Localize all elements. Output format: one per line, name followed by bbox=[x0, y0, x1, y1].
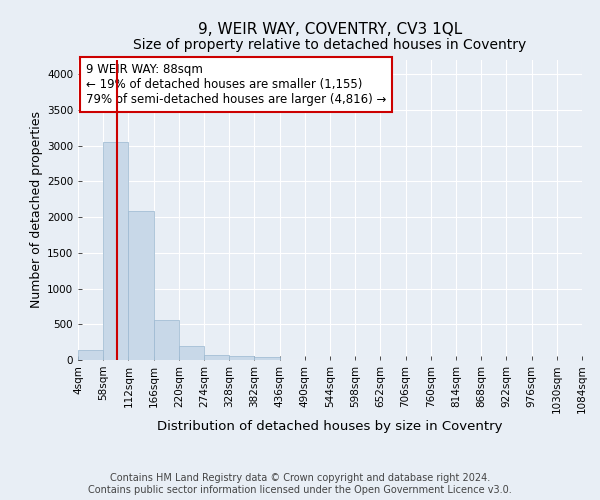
Bar bbox=[154, 320, 179, 360]
Bar bbox=[229, 356, 254, 360]
Bar bbox=[179, 346, 204, 360]
Bar bbox=[103, 142, 128, 360]
Text: 9 WEIR WAY: 88sqm
← 19% of detached houses are smaller (1,155)
79% of semi-detac: 9 WEIR WAY: 88sqm ← 19% of detached hous… bbox=[86, 63, 386, 106]
Text: Contains HM Land Registry data © Crown copyright and database right 2024.
Contai: Contains HM Land Registry data © Crown c… bbox=[88, 474, 512, 495]
Y-axis label: Number of detached properties: Number of detached properties bbox=[30, 112, 43, 308]
Text: Size of property relative to detached houses in Coventry: Size of property relative to detached ho… bbox=[133, 38, 527, 52]
Bar bbox=[254, 357, 280, 360]
Bar bbox=[78, 350, 103, 360]
X-axis label: Distribution of detached houses by size in Coventry: Distribution of detached houses by size … bbox=[157, 420, 503, 434]
Bar bbox=[204, 354, 229, 360]
Bar bbox=[128, 212, 154, 360]
Text: 9, WEIR WAY, COVENTRY, CV3 1QL: 9, WEIR WAY, COVENTRY, CV3 1QL bbox=[198, 22, 462, 38]
